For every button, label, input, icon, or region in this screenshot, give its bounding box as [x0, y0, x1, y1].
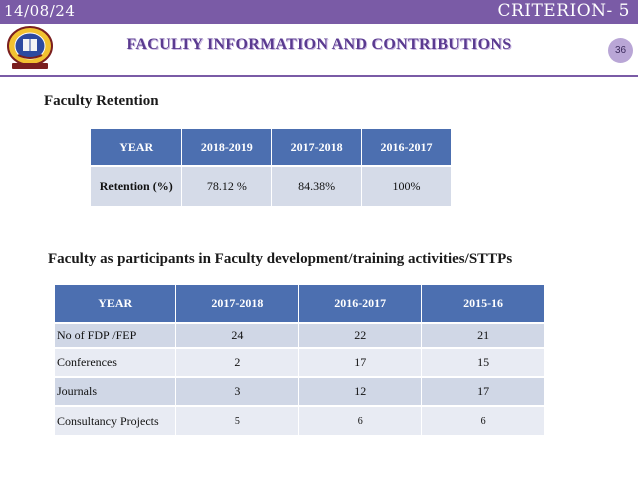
fdp-heading: Faculty as participants in Faculty devel… [48, 251, 513, 267]
table-cell: 17 [421, 376, 545, 406]
table-header-cell: 2017-2018 [271, 129, 363, 166]
table-cell: 2 [175, 347, 300, 377]
table-row: Consultancy Projects 5 6 6 [55, 405, 545, 435]
divider [0, 75, 638, 77]
table-cell: 17 [298, 347, 423, 377]
table-row: Conferences 2 17 15 [55, 347, 545, 377]
table-row: No of FDP /FEP 24 22 21 [55, 322, 545, 348]
row-label: No of FDP /FEP [55, 322, 177, 348]
table-cell: 6 [298, 405, 423, 435]
table-header-cell: YEAR [55, 285, 177, 323]
table-cell: 6 [421, 405, 545, 435]
table-header-cell: YEAR [91, 129, 183, 166]
table-row: Retention (%) 78.12 % 84.38% 100% [91, 165, 452, 206]
table-cell: 24 [175, 322, 300, 348]
row-label: Journals [55, 376, 177, 406]
table-cell: 3 [175, 376, 300, 406]
table-cell: 12 [298, 376, 423, 406]
row-label: Conferences [55, 347, 177, 377]
date-label: 14/08/24 [4, 2, 76, 20]
retention-heading: Faculty Retention [44, 93, 159, 109]
table-header-row: YEAR 2017-2018 2016-2017 2015-16 [55, 285, 545, 323]
table-cell: 78.12 % [181, 165, 273, 206]
table-header-row: YEAR 2018-2019 2017-2018 2016-2017 [91, 129, 452, 166]
table-cell: 21 [421, 322, 545, 348]
table-cell: 84.38% [271, 165, 363, 206]
top-bar: 14/08/24 CRITERION- 5 [0, 0, 638, 24]
table-cell: 15 [421, 347, 545, 377]
row-label: Retention (%) [91, 165, 183, 206]
table-header-cell: 2018-2019 [181, 129, 273, 166]
table-header-cell: 2016-2017 [298, 285, 423, 323]
row-label: Consultancy Projects [55, 405, 177, 435]
criterion-label: CRITERION- 5 [497, 1, 630, 21]
table-header-cell: 2017-2018 [175, 285, 300, 323]
table-cell: 100% [361, 165, 452, 206]
table-header-cell: 2016-2017 [361, 129, 452, 166]
fdp-table: YEAR 2017-2018 2016-2017 2015-16 No of F… [55, 285, 545, 435]
page-number-badge: 36 [608, 38, 633, 63]
table-cell: 22 [298, 322, 423, 348]
retention-table: YEAR 2018-2019 2017-2018 2016-2017 Reten… [91, 129, 452, 206]
table-row: Journals 3 12 17 [55, 376, 545, 406]
page-title: FACULTY INFORMATION AND CONTRIBUTIONS [126, 36, 512, 53]
table-cell: 5 [175, 405, 300, 435]
table-header-cell: 2015-16 [421, 285, 545, 323]
institution-logo-icon [7, 26, 53, 69]
